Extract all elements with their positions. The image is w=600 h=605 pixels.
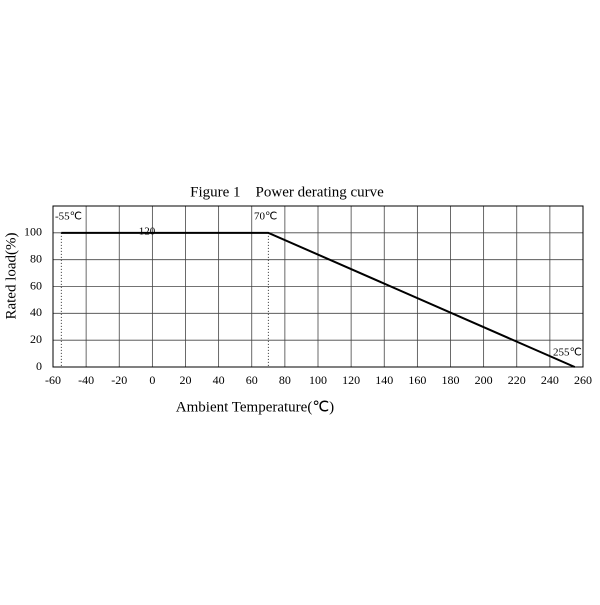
x-tick-label: 0: [149, 373, 155, 387]
x-tick-label: 180: [442, 373, 460, 387]
y-axis-label: Rated load(%): [3, 232, 19, 319]
x-tick-label: 60: [246, 373, 258, 387]
x-tick-label: 100: [309, 373, 327, 387]
y-tick-label: 100: [24, 225, 42, 239]
x-tick-label: -20: [111, 373, 127, 387]
x-tick-label: -60: [45, 373, 61, 387]
x-tick-label: 240: [541, 373, 559, 387]
y-tick-label: 80: [30, 251, 42, 265]
y-tick-label: 0: [36, 359, 42, 373]
data-line: [61, 231, 576, 368]
x-tick-label: -40: [78, 373, 94, 387]
x-tick-label: 160: [408, 373, 426, 387]
plot-border: [52, 205, 584, 368]
y-tick-label: 60: [30, 278, 42, 292]
x-tick-label: 260: [574, 373, 592, 387]
annotation: 120: [139, 226, 156, 238]
annotation: 255℃: [553, 347, 582, 359]
x-tick-label: 120: [342, 373, 360, 387]
x-tick-label: 200: [475, 373, 493, 387]
chart-title: Figure 1 Power derating curve: [190, 184, 384, 200]
annotation: -55℃: [55, 211, 82, 223]
x-tick-label: 140: [375, 373, 393, 387]
x-axis-label: Ambient Temperature(℃): [176, 399, 334, 415]
x-tick-label: 80: [279, 373, 291, 387]
x-tick-label: 20: [180, 373, 192, 387]
y-tick-label: 20: [30, 332, 42, 346]
annotation: 70℃: [254, 211, 277, 223]
x-tick-label: 40: [213, 373, 225, 387]
x-tick-label: 220: [508, 373, 526, 387]
y-tick-label: 40: [30, 305, 42, 319]
